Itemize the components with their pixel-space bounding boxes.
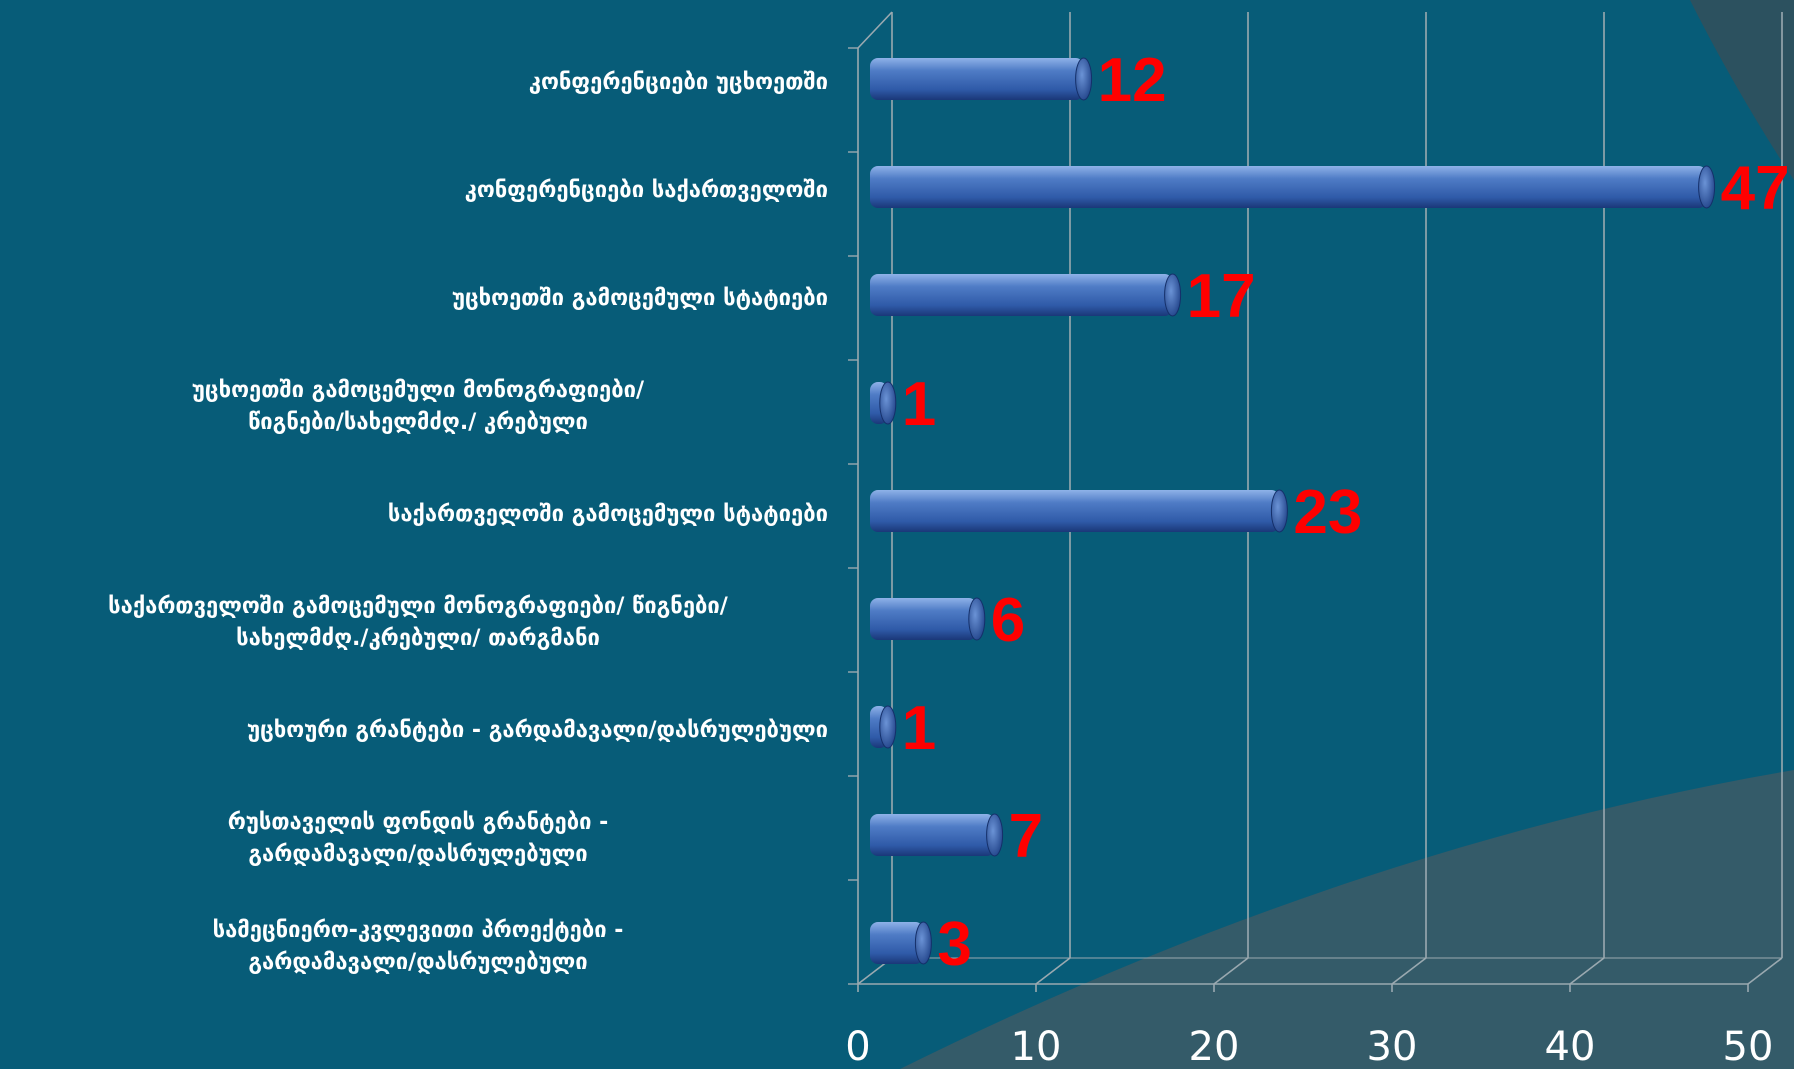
category-label-line: გარდამავალი/დასრულებული [248, 950, 588, 975]
category-label-line: საქართველოში გამოცემული მონოგრაფიები/ წი… [108, 594, 728, 619]
category-label-line: უცხოური გრანტები - გარდამავალი/დასრულებუ… [247, 718, 828, 743]
data-label: 47 [1721, 154, 1790, 223]
data-label: 23 [1293, 478, 1362, 547]
bar [870, 922, 924, 964]
category-label-line: უცხოეთში გამოცემული სტატიები [451, 286, 828, 311]
category-label-line: წიგნები/სახელმძღ./ კრებული [248, 410, 588, 435]
bar-end-cap [1270, 489, 1288, 533]
bar [870, 274, 1173, 316]
category-label-line: სამეცნიერო-კვლევითი პროექტები - [212, 918, 624, 943]
data-label: 1 [902, 694, 936, 763]
gridline-floor [1747, 957, 1783, 985]
y-axis-depth-edge [857, 11, 893, 49]
category-label-line: გარდამავალი/დასრულებული [248, 842, 588, 867]
data-label: 17 [1187, 262, 1256, 331]
category-label-line: რუსთაველის ფონდის გრანტები - [227, 810, 609, 835]
bar-end-cap [1164, 273, 1182, 317]
category-label: რუსთაველის ფონდის გრანტები - გარდამავალი/… [8, 807, 828, 871]
category-label-line: საქართველოში გამოცემული სტატიები [387, 502, 828, 527]
gridline-floor [1213, 957, 1249, 985]
bar-end-cap [1698, 165, 1716, 209]
category-label: კონფერენციები საქართველოში [8, 175, 828, 207]
data-label: 12 [1098, 46, 1167, 115]
category-label: კონფერენციები უცხოეთში [8, 67, 828, 99]
background-decor [900, 0, 1794, 1069]
category-label: საქართველოში გამოცემული მონოგრაფიები/ წი… [8, 591, 828, 655]
bar [870, 166, 1707, 208]
gridline-floor [1391, 957, 1427, 985]
x-tick-label: 10 [1011, 1024, 1062, 1069]
data-label: 6 [991, 586, 1025, 655]
gridline-floor [1035, 957, 1071, 985]
bar [870, 814, 995, 856]
x-axis-ticks: 0 10 20 30 40 50 [845, 1024, 1773, 1069]
bar-end-cap [986, 813, 1004, 857]
gridline-floor [1569, 957, 1605, 985]
data-label: 3 [937, 910, 971, 979]
bar-end-cap [879, 381, 897, 425]
x-tick-label: 0 [845, 1024, 870, 1069]
category-label: უცხოეთში გამოცემული სტატიები [8, 283, 828, 315]
x-tick-label: 50 [1723, 1024, 1774, 1069]
category-label-line: კონფერენციები საქართველოში [464, 178, 828, 203]
category-label-line: სახელმძღ./კრებული/ თარგმანი [236, 626, 600, 651]
x-tick-label: 40 [1545, 1024, 1596, 1069]
x-tick-label: 30 [1367, 1024, 1418, 1069]
x-tick-label: 20 [1189, 1024, 1240, 1069]
data-label: 1 [902, 370, 936, 439]
bar [870, 598, 977, 640]
bar [870, 58, 1084, 100]
category-label: უცხოური გრანტები - გარდამავალი/დასრულებუ… [8, 715, 828, 747]
category-label-line: კონფერენციები უცხოეთში [528, 70, 828, 95]
category-label-line: უცხოეთში გამოცემული მონოგრაფიები/ [191, 378, 645, 403]
bar-end-cap [968, 597, 986, 641]
category-label: სამეცნიერო-კვლევითი პროექტები - გარდამავა… [8, 915, 828, 979]
chart-bars [870, 57, 1716, 965]
category-label: უცხოეთში გამოცემული მონოგრაფიები/წიგნები… [8, 375, 828, 439]
data-label: 7 [1009, 802, 1043, 871]
bar-end-cap [879, 705, 897, 749]
bar-end-cap [914, 921, 932, 965]
bar-end-cap [1075, 57, 1093, 101]
category-label: საქართველოში გამოცემული სტატიები [8, 499, 828, 531]
bar [870, 490, 1280, 532]
